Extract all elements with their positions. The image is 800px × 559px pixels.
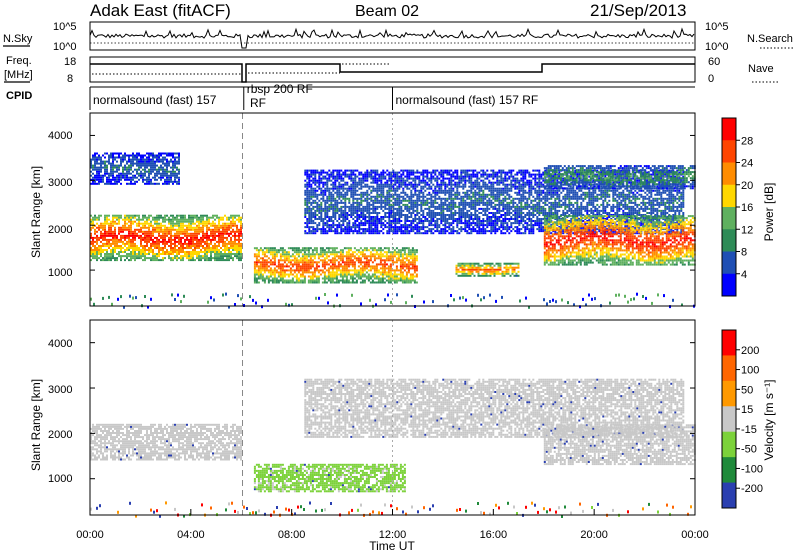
noise-left-tick-bottom: 10^0 (53, 41, 77, 53)
freq-tick-top: 18 (64, 56, 76, 68)
x-tick-label-5: 20:00 (580, 529, 608, 541)
velocity-colorbar-tick-label-2: 50 (741, 384, 753, 396)
power-colorbar: 28 24 20 16 12 8 4 (722, 118, 753, 297)
freq-label-1: Freq. (6, 55, 32, 67)
velocity-colorbar-swatch-0 (722, 330, 736, 356)
velocity-colorbar-tick-label-3: 15 (741, 404, 753, 416)
station-title: Adak East (fitACF) (90, 1, 231, 20)
cpid-segment-label-1: rbsp 200 RF (247, 82, 313, 96)
velocity-colorbar-tick-label-4: -15 (741, 424, 757, 436)
velocity-colorbar-tick-label-7: -200 (741, 483, 763, 495)
x-tick-label-4: 16:00 (480, 529, 508, 541)
power-colorbar-swatch-4 (722, 207, 736, 230)
velocity-colorbar: 200 100 50 15 -15 -50 -100 -200 (722, 330, 763, 509)
x-tick-label-6: 00:00 (681, 529, 709, 541)
noise-trace (90, 29, 695, 48)
power-colorbar-tick-label-2: 20 (741, 180, 753, 192)
power-colorbar-tick-label-0: 28 (741, 135, 753, 147)
x-tick-label-2: 08:00 (278, 529, 306, 541)
power-colorbar-swatch-6 (722, 252, 736, 275)
power-ylabel: Slant Range [km] (29, 166, 43, 258)
noise-right-label: N.Search (747, 33, 793, 45)
noise-left-tick-top: 10^5 (53, 21, 77, 33)
velocity-ytick-4000: 4000 (48, 338, 72, 350)
power-ytick-3000: 3000 (48, 177, 72, 189)
noise-right-tick-top: 10^5 (705, 21, 729, 33)
power-colorbar-swatch-1 (722, 140, 736, 163)
power-colorbar-swatch-3 (722, 185, 736, 208)
power-colorbar-tick-label-5: 8 (741, 247, 747, 259)
velocity-colorbar-label: Velocity [m s⁻¹] (762, 379, 776, 460)
velocity-ylabel: Slant Range [km] (29, 379, 43, 471)
velocity-ytick-2000: 2000 (48, 429, 72, 441)
velocity-ytick-3000: 3000 (48, 384, 72, 396)
x-tick-label-1: 04:00 (177, 529, 205, 541)
power-ytick-4000: 4000 (48, 130, 72, 142)
cpid-label: CPID (6, 90, 32, 102)
cpid-segment-label-0: normalsound (fast) 157 (93, 93, 217, 107)
x-axis-label: Time UT (369, 539, 415, 553)
velocity-colorbar-swatch-1 (722, 355, 736, 381)
velocity-colorbar-tick-label-0: 200 (741, 345, 759, 357)
velocity-ytick-1000: 1000 (48, 473, 72, 485)
nave-tick-bottom: 0 (708, 73, 714, 85)
velocity-colorbar-swatch-5 (722, 457, 736, 483)
power-colorbar-swatch-7 (722, 274, 736, 297)
freq-panel-frame (90, 57, 695, 82)
velocity-colorbar-tick-label-5: -50 (741, 444, 757, 456)
cpid-extra-rf-1: RF (250, 96, 266, 110)
beam-title: Beam 02 (355, 3, 419, 20)
velocity-panel (90, 320, 696, 518)
cpid-segments: normalsound (fast) 157 rbsp 200 RF normals… (90, 82, 538, 110)
velocity-colorbar-tick-label-6: -100 (741, 463, 763, 475)
freq-tick-bottom: 8 (67, 73, 73, 85)
power-colorbar-tick-label-6: 4 (741, 269, 747, 281)
velocity-colorbar-swatch-6 (722, 483, 736, 509)
x-tick-label-0: 00:00 (76, 529, 104, 541)
power-colorbar-swatch-2 (722, 163, 736, 186)
power-colorbar-tick-label-1: 24 (741, 158, 753, 170)
velocity-colorbar-swatch-3 (722, 406, 736, 432)
power-colorbar-label: Power [dB] (762, 183, 776, 242)
nave-label: Nave (748, 63, 774, 75)
power-colorbar-tick-label-4: 12 (741, 224, 753, 236)
noise-sky-line (90, 29, 694, 48)
nave-tick-top: 60 (708, 56, 720, 68)
power-panel (90, 113, 696, 309)
power-ytick-1000: 1000 (48, 267, 72, 279)
power-colorbar-tick-label-3: 16 (741, 202, 753, 214)
velocity-colorbar-swatch-2 (722, 381, 736, 407)
freq-label-2: [MHz] (4, 69, 33, 81)
noise-left-label: N.Sky (3, 33, 33, 45)
velocity-colorbar-swatch-4 (722, 432, 736, 458)
noise-right-tick-bottom: 10^0 (705, 41, 729, 53)
power-colorbar-swatch-5 (722, 229, 736, 252)
cpid-segment-label-2: normalsound (fast) 157 RF (396, 93, 539, 107)
power-ytick-2000: 2000 (48, 224, 72, 236)
power-colorbar-swatch-0 (722, 118, 736, 141)
freq-trace (90, 64, 695, 82)
velocity-colorbar-tick-label-1: 100 (741, 365, 759, 377)
date-title: 21/Sep/2013 (590, 1, 686, 20)
